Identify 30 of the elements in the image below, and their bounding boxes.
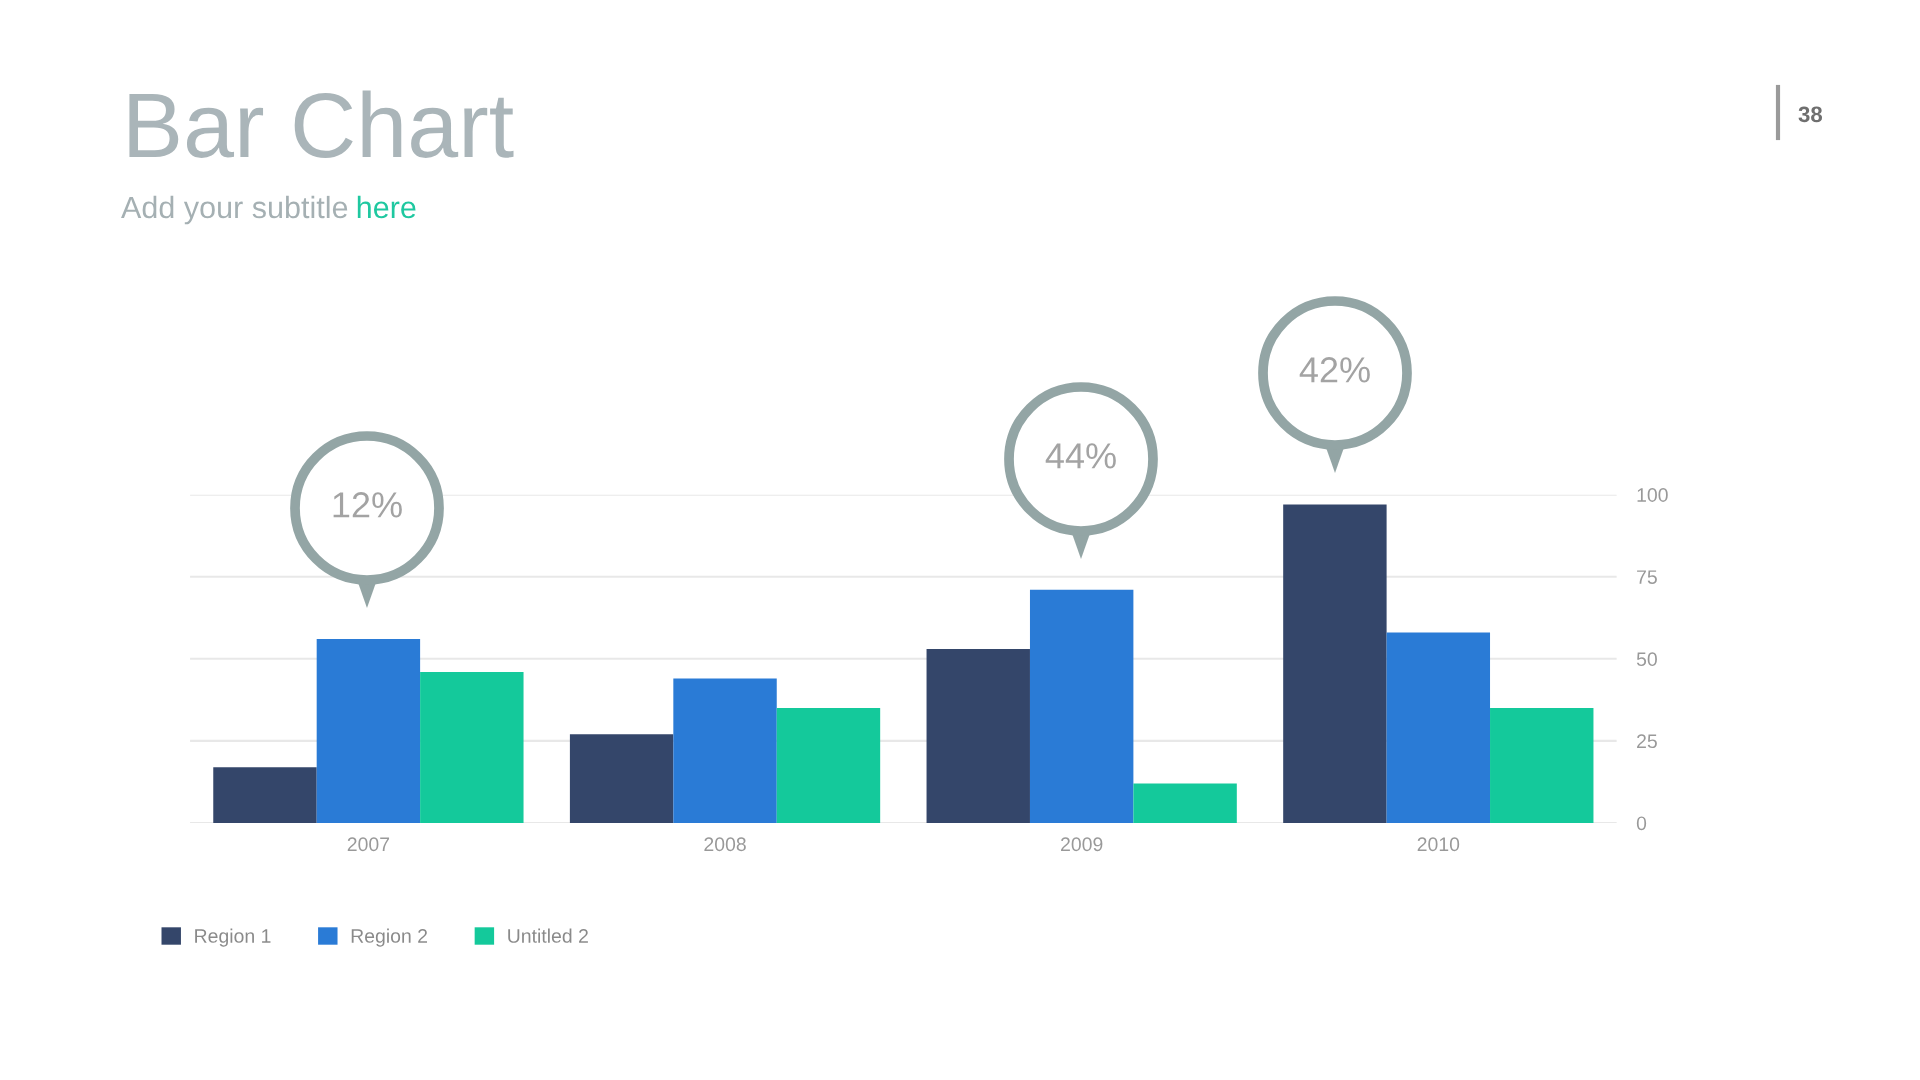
text: 42% [1299,357,1370,383]
bar [1490,708,1594,823]
y-tick-label: 75 [1637,570,1657,584]
x-tick-label: 2007 [347,837,390,852]
bar [316,639,421,823]
bar [420,671,524,823]
chart-subtitle: Add your subtitle here [121,195,416,225]
y-tick-label: 25 [1637,734,1657,749]
legend-label: Region 2 [351,928,428,947]
bar [569,734,674,823]
bar [1029,589,1134,823]
legend-label: Region 1 [195,928,271,947]
bar [1283,504,1387,823]
text: 44% [1045,443,1116,469]
y-tick-label: 50 [1636,652,1657,667]
bar [776,708,881,823]
text: 38 [1798,106,1823,123]
y-tick-label: 0 [1636,816,1647,831]
chart-title: Bar Chart [129,90,514,158]
bar [1133,783,1237,823]
x-tick-label: 2009 [1061,837,1103,852]
bar [673,678,777,823]
annotation: 12% [333,492,402,518]
bar [926,648,1030,823]
y-tick-label: 100 [1637,488,1668,502]
legend-label: Untitled 2 [508,928,588,943]
bar [1386,632,1491,823]
x-tick-label: 2008 [704,837,746,852]
x-tick-label: 2010 [1417,837,1460,852]
bar [213,767,317,823]
